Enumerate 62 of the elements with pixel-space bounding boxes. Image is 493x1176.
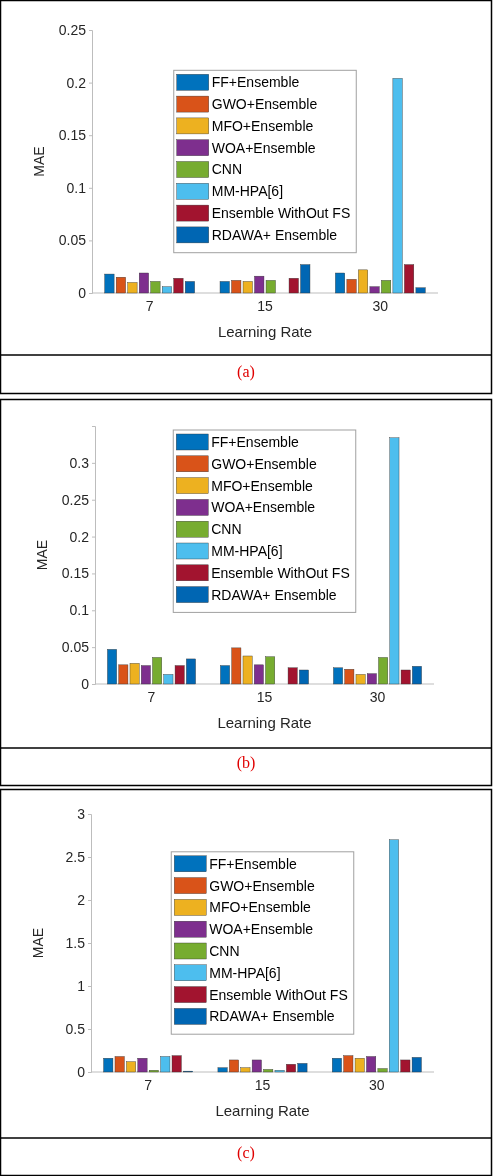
x-tick-label: 15 — [257, 297, 273, 314]
x-tick-label: 15 — [254, 1076, 271, 1093]
legend-label: MFO+Ensemble — [211, 477, 313, 494]
y-tick-label: 0 — [77, 1063, 86, 1080]
legend-label: RDAWA+ Ensemble — [209, 1008, 335, 1025]
x-axis-title: Learning Rate — [215, 1102, 310, 1119]
y-tick-label: 0.05 — [61, 639, 90, 656]
legend-label: WOA+Ensemble — [209, 921, 314, 938]
y-tick-label: 0.3 — [69, 454, 90, 471]
x-axis-title: Learning Rate — [217, 323, 313, 340]
y-axis-title: MAE — [30, 927, 46, 959]
y-tick-label: 0.25 — [58, 21, 87, 38]
legend-label: RDAWA+ Ensemble — [211, 226, 338, 243]
legend-label: MM-HPA[6] — [211, 543, 283, 559]
y-tick-label: 0.15 — [58, 127, 87, 144]
legend-label: WOA+Ensemble — [211, 499, 316, 516]
legend-label: MFO+Ensemble — [211, 117, 314, 134]
legend-label: MFO+Ensemble — [209, 899, 311, 916]
legend-label: WOA+Ensemble — [211, 139, 316, 156]
y-axis-title: MAE — [34, 539, 50, 571]
y-tick-label: 0.15 — [61, 565, 90, 582]
x-tick-label: 7 — [145, 297, 154, 314]
legend-label: CNN — [211, 521, 242, 538]
legend-label: GWO+Ensemble — [211, 96, 318, 113]
text: (a) — [237, 363, 255, 381]
y-tick-label: 0.5 — [65, 1020, 86, 1037]
x-axis-title: Learning Rate — [217, 714, 312, 731]
x-tick-label: 15 — [256, 688, 273, 705]
y-tick-label: 1 — [77, 977, 86, 994]
x-tick-label: 30 — [369, 1076, 385, 1093]
legend-label: CNN — [211, 161, 243, 178]
x-tick-label: 7 — [144, 1076, 153, 1093]
x-tick-label: 7 — [147, 688, 156, 705]
legend-label: RDAWA+ Ensemble — [211, 586, 337, 603]
x-tick-label: 30 — [369, 688, 386, 705]
y-tick-label: 0.25 — [61, 491, 90, 508]
legend-label: Ensemble WithOut FS — [209, 986, 348, 1003]
legend-label: CNN — [209, 943, 240, 959]
legend-label: FF+Ensemble — [211, 74, 300, 91]
legend-label: MM-HPA[6] — [209, 964, 281, 981]
text: (c) — [237, 1144, 255, 1162]
y-tick-label: 0.05 — [58, 232, 87, 249]
legend-label: GWO+Ensemble — [209, 877, 315, 894]
legend-label: GWO+Ensemble — [211, 455, 317, 472]
y-axis-title: MAE — [31, 146, 47, 177]
legend-label: FF+Ensemble — [211, 434, 299, 450]
legend-label: Ensemble WithOut FS — [211, 205, 351, 222]
y-tick-label: 0.1 — [66, 179, 87, 196]
legend-label: MM-HPA[6] — [211, 183, 284, 200]
legend-label: FF+Ensemble — [209, 855, 297, 872]
y-tick-label: 1.5 — [65, 934, 86, 951]
legend-label: Ensemble WithOut FS — [211, 564, 350, 581]
y-tick-label: 0 — [78, 284, 87, 301]
y-tick-label: 3 — [77, 805, 86, 822]
y-tick-label: 2.5 — [65, 848, 86, 865]
y-tick-label: 0.2 — [69, 528, 90, 545]
y-tick-label: 0 — [81, 675, 90, 692]
y-tick-label: 0.1 — [69, 602, 90, 619]
x-tick-label: 30 — [372, 297, 389, 314]
y-tick-label: 0.2 — [66, 74, 87, 91]
y-tick-label: 2 — [77, 891, 86, 908]
text: (b) — [236, 754, 256, 772]
